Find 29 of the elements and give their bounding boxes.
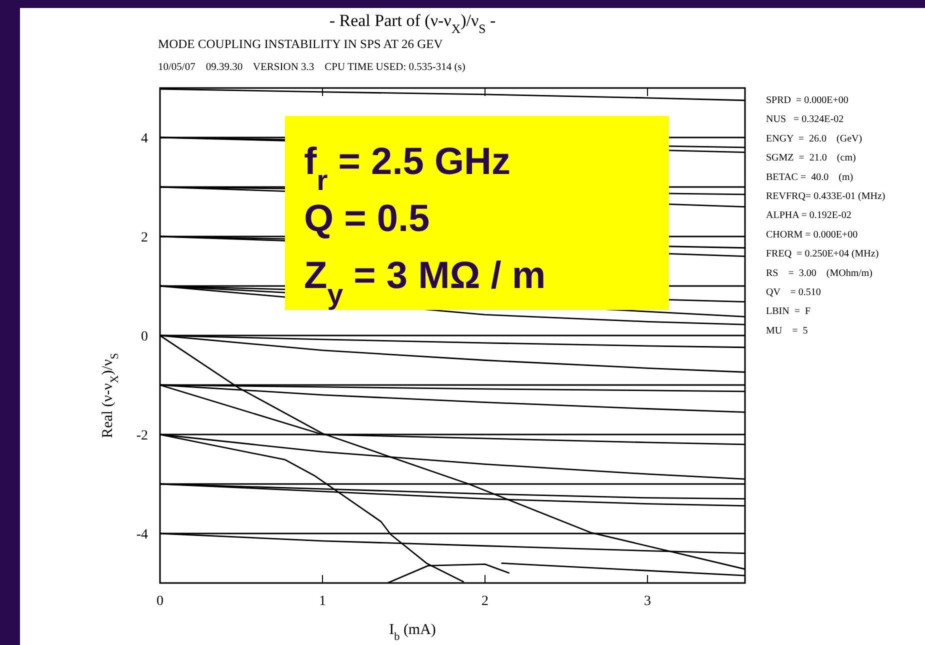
y-tick-label: 2 xyxy=(141,230,148,246)
text: QV = 0.510 xyxy=(766,287,821,298)
annotation: Z$_{y}$ = 3 MΩ / m xyxy=(304,255,546,311)
text: ALPHA = 0.192E-02 xyxy=(766,210,852,222)
y-tick-label: -2 xyxy=(136,428,148,444)
x-tick-label: 1 xyxy=(319,594,326,609)
text: LBIN = F xyxy=(766,306,811,318)
text: NUS = 0.324E-02 xyxy=(766,114,844,126)
annotation: Q = 0.5 xyxy=(304,198,430,240)
y-tick-label: -4 xyxy=(136,528,148,542)
text: SGMZ = 21.0 (cm) xyxy=(766,152,856,164)
text: FREQ = 0.250E+04 (MHz) xyxy=(766,248,879,260)
text: CHORM = 0.000E+00 xyxy=(766,229,858,240)
x-tick-label: 0 xyxy=(156,594,164,609)
text: ENGY = 26.0 (GeV) xyxy=(766,133,862,144)
x-tick-label: 3 xyxy=(644,594,651,609)
text: SPRD = 0.000E+00 xyxy=(766,95,848,106)
x-tick-label: 2 xyxy=(482,594,488,609)
x-axis-title: I$_{b}$ (mA) xyxy=(389,622,436,643)
text: MU = 5 xyxy=(766,325,808,336)
text: 10/05/07 09.39.30 VERSION 3.3 CPU TIME USED: 0.535-314 (s) xyxy=(158,62,466,73)
annotation: f$_{r}$ = 2.5 GHz xyxy=(304,141,510,197)
chart-title: - Real Part of (ν-ν$_{X}$)/ν$_{S}$ - xyxy=(329,11,496,36)
text: REVFRQ= 0.433E-01 (MHz) xyxy=(766,191,886,202)
chart-subtitle: MODE COUPLING INSTABILITY IN SPS AT 26 GEV xyxy=(158,37,443,51)
text: RS = 3.00 (MOhm/m) xyxy=(766,268,872,279)
y-tick-label: 0 xyxy=(141,330,148,344)
text: BETAC = 40.0 (m) xyxy=(766,172,854,183)
y-tick-label: 4 xyxy=(141,132,148,146)
